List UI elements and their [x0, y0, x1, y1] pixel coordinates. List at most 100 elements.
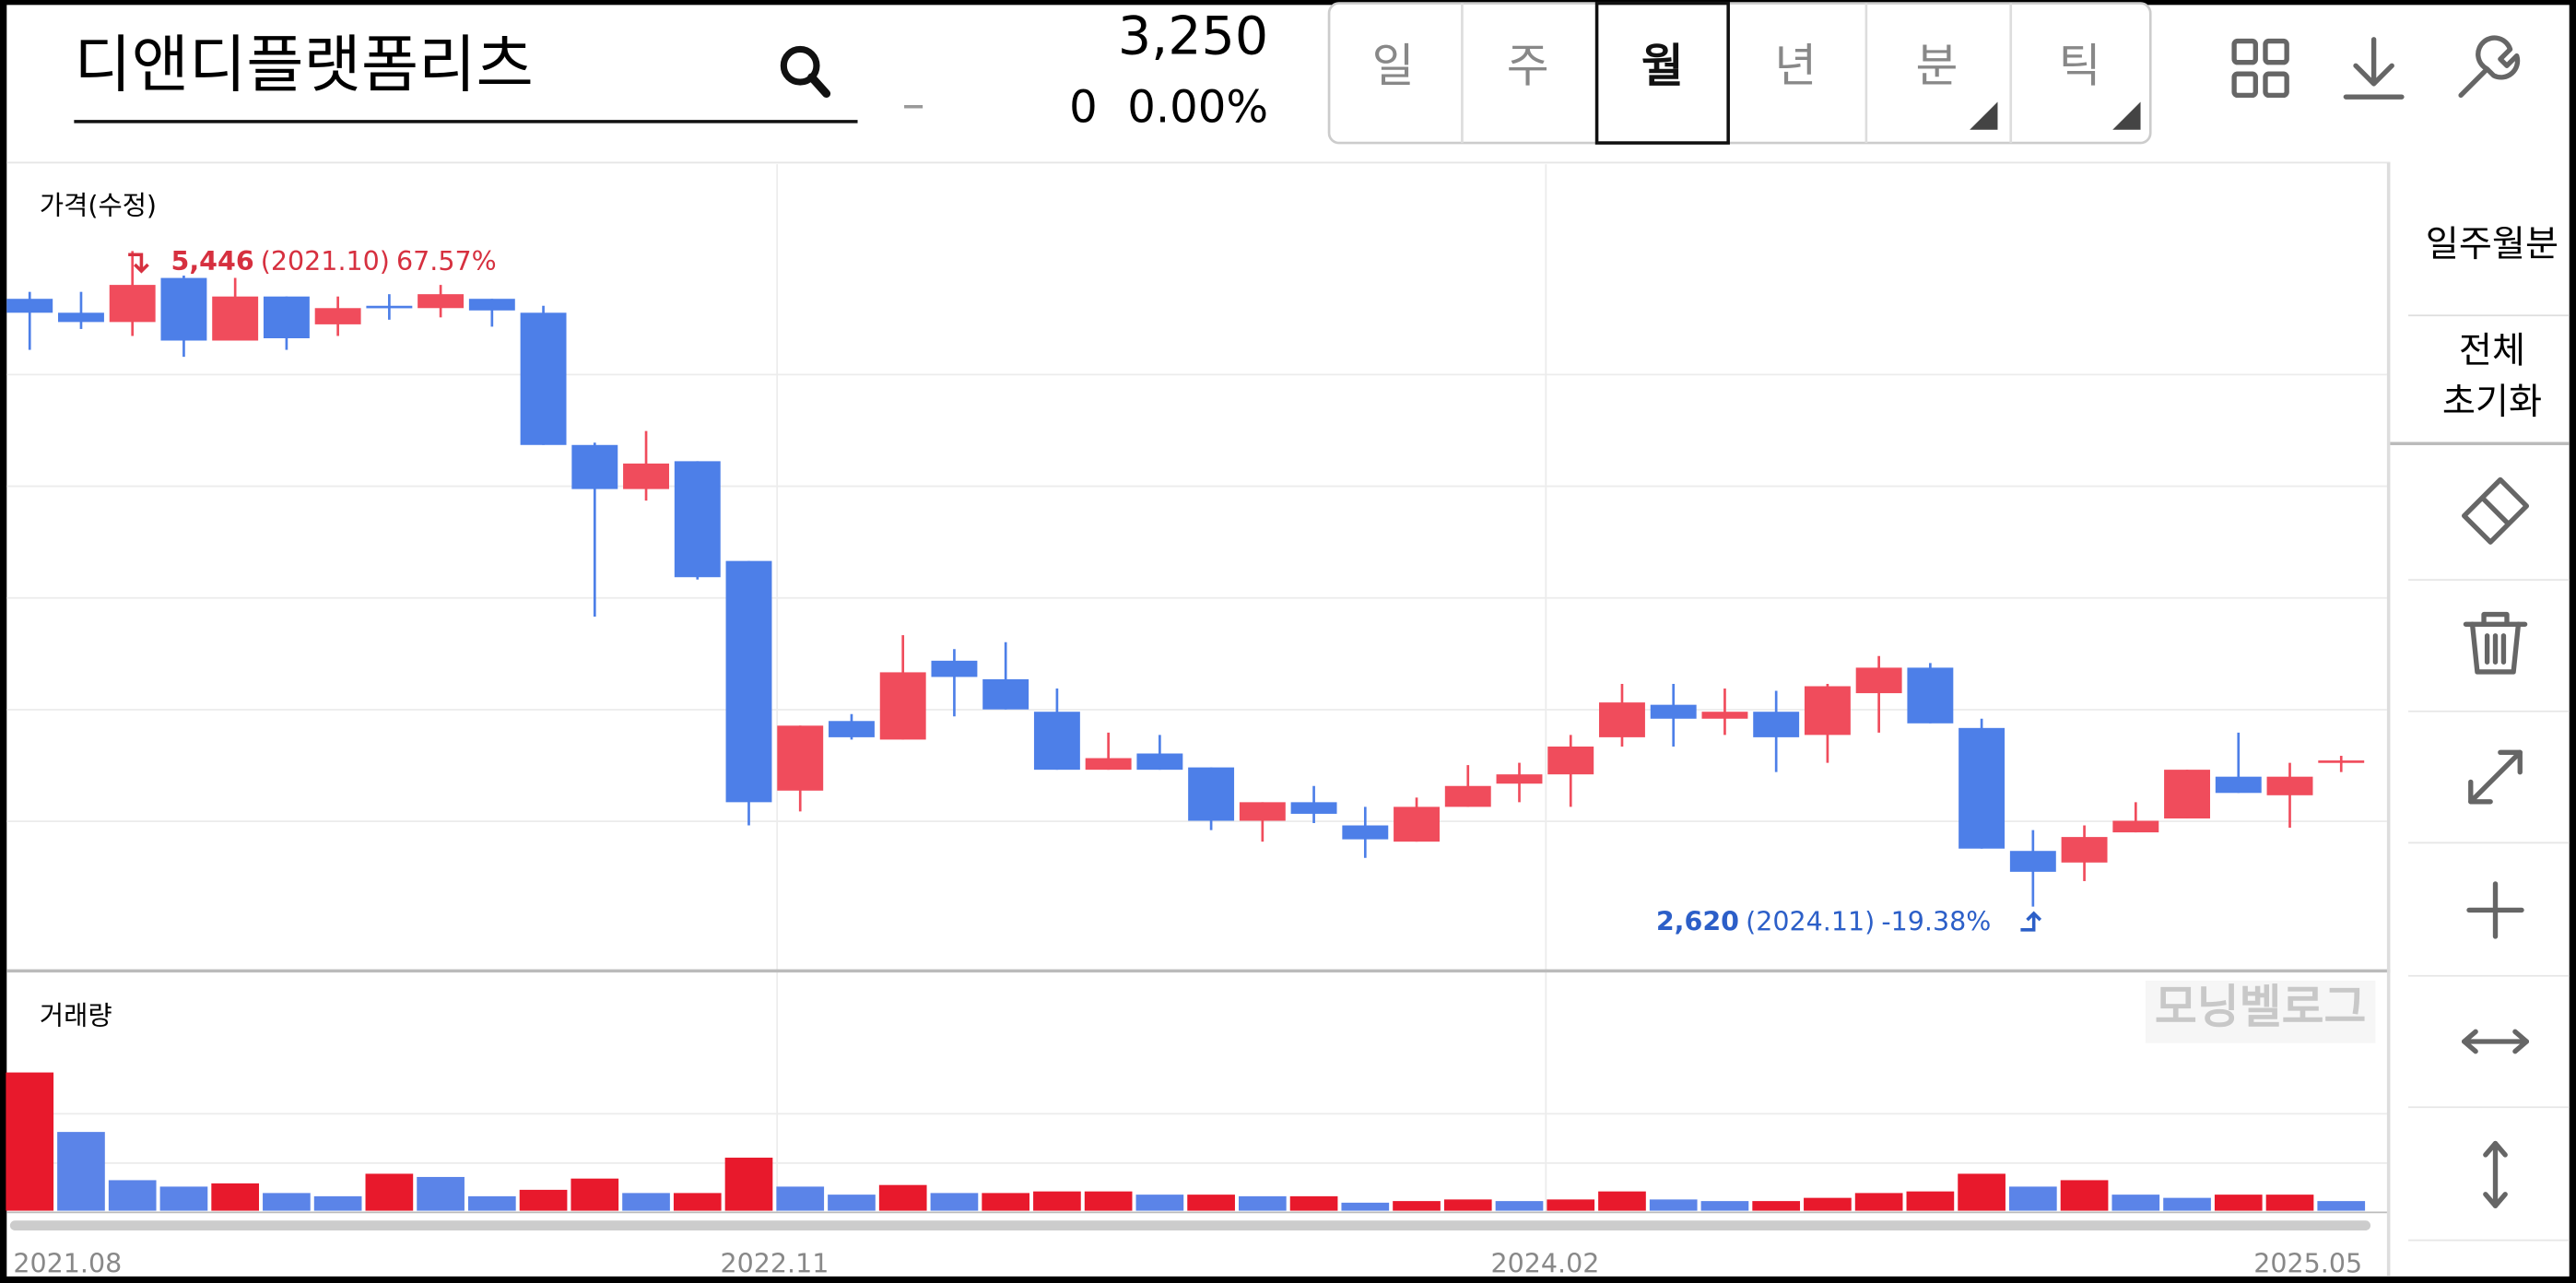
- volume-bar: [878, 1184, 927, 1211]
- x-tick-label: 2021.08: [13, 1248, 122, 1278]
- candle-body: [1958, 727, 2006, 849]
- volume-bar: [211, 1183, 260, 1211]
- candle-body: [879, 672, 926, 740]
- period-button[interactable]: 일주월분: [2426, 224, 2558, 265]
- reset-button[interactable]: 전체: [2459, 331, 2525, 372]
- volume-bar: [2317, 1201, 2366, 1211]
- volume-bar: [159, 1186, 208, 1211]
- candle-body: [1444, 785, 1491, 807]
- volume-bar: [1547, 1199, 1595, 1211]
- candle-body: [1701, 712, 1748, 719]
- tab[interactable]: 년: [1774, 39, 1817, 92]
- candle-body: [1136, 753, 1183, 771]
- volume-bar: [1906, 1191, 1955, 1211]
- tab[interactable]: 일: [1372, 39, 1415, 92]
- candle-body: [6, 299, 53, 313]
- candle-body: [777, 725, 824, 791]
- search-icon[interactable]: [780, 45, 831, 99]
- volume-bar: [1187, 1195, 1235, 1211]
- max-date: (2021.10): [261, 246, 390, 277]
- candle-body: [1394, 806, 1440, 842]
- volume-bar: [1598, 1191, 1646, 1211]
- candle-body: [1547, 746, 1594, 775]
- change-sign: –: [902, 77, 925, 130]
- candle-body: [1599, 702, 1645, 737]
- max-change: 67.57%: [396, 246, 497, 277]
- max-label: 5,446: [171, 246, 254, 277]
- volume-bar: [6, 1072, 54, 1211]
- candle-body: [829, 721, 875, 737]
- x-tick-label: 2024.02: [1491, 1248, 1600, 1278]
- settings-icon[interactable]: [2458, 35, 2521, 99]
- volume-bar: [365, 1173, 414, 1211]
- crosshair-icon[interactable]: [2466, 881, 2524, 939]
- candle-body: [1650, 704, 1697, 719]
- volume-bar: [1649, 1199, 1698, 1211]
- candle-body: [212, 296, 259, 341]
- volume-bar: [2060, 1180, 2109, 1211]
- min-change: -19.38%: [1881, 907, 1991, 937]
- download-icon[interactable]: [2343, 37, 2405, 100]
- layout-icon[interactable]: [2231, 38, 2289, 99]
- candle-body: [366, 305, 413, 309]
- candle-body: [1290, 802, 1337, 814]
- candle-body: [314, 308, 361, 324]
- candle-body: [1033, 712, 1080, 771]
- candle-body: [1342, 825, 1389, 840]
- change: 0: [1069, 81, 1098, 133]
- watermark: 모닝벨로그: [2155, 981, 2367, 1034]
- volume-bar: [1495, 1201, 1544, 1211]
- min-date: (2024.11): [1746, 907, 1875, 937]
- stock-name[interactable]: 디앤디플랫폼리츠: [74, 28, 533, 100]
- candle-body: [2215, 776, 2262, 794]
- volume-bar: [57, 1132, 105, 1211]
- volume-pane-title: 거래량: [40, 1000, 112, 1030]
- max-arrow: [128, 253, 149, 274]
- volume-bar: [982, 1193, 1030, 1211]
- candle-body: [725, 560, 772, 803]
- v-zoom-icon[interactable]: [2483, 1140, 2508, 1208]
- candle-body: [160, 277, 207, 341]
- volume-bar: [467, 1195, 516, 1211]
- panel-seps: [2408, 579, 2570, 1242]
- volume-bar: [1289, 1195, 1338, 1211]
- candle-body: [2061, 837, 2108, 863]
- volume-bar: [1341, 1202, 1390, 1211]
- candle-body: [418, 294, 465, 309]
- tab-group: [1327, 2, 2152, 145]
- volume-bar: [1238, 1195, 1287, 1211]
- volume-bar: [2111, 1195, 2160, 1211]
- price-pane-title: 가격(수정): [40, 191, 157, 221]
- eraser-icon[interactable]: [2461, 477, 2530, 545]
- volume-bar: [1084, 1191, 1133, 1211]
- trash-icon[interactable]: [2463, 611, 2528, 675]
- tab[interactable]: 주: [1507, 39, 1549, 92]
- min-label: 2,620: [1656, 907, 1739, 937]
- candle-body: [109, 285, 156, 323]
- volume-bar: [1854, 1193, 1903, 1211]
- max-annotation: 5,446 (2021.10) 67.57%: [171, 246, 497, 277]
- reset-button[interactable]: 초기화: [2442, 382, 2542, 423]
- volume-bar: [1752, 1201, 1801, 1211]
- candle-body: [1804, 686, 1851, 736]
- volume-bar: [1804, 1197, 1852, 1211]
- tab[interactable]: 틱: [2059, 39, 2101, 92]
- tab[interactable]: 월: [1641, 39, 1684, 92]
- candle-body: [2266, 776, 2313, 795]
- tab-selected: [1594, 1, 1730, 145]
- price: 3,250: [1118, 6, 1268, 66]
- volume-bar: [1393, 1201, 1441, 1211]
- change-pct: 0.00%: [1127, 81, 1268, 133]
- expand-icon[interactable]: [2468, 749, 2523, 805]
- candle-body: [1907, 667, 1954, 724]
- volume-bar: [930, 1193, 979, 1211]
- volume-bar: [1443, 1199, 1492, 1211]
- candle-body: [623, 463, 669, 489]
- candle-body: [931, 660, 978, 677]
- h-zoom-icon[interactable]: [2461, 1029, 2530, 1054]
- x-tick-label: 2025.05: [2253, 1248, 2362, 1278]
- x-tick-label: 2022.11: [721, 1248, 829, 1278]
- volume-bar: [313, 1195, 362, 1211]
- volume-bar: [570, 1178, 619, 1211]
- tab[interactable]: 분: [1916, 39, 1958, 92]
